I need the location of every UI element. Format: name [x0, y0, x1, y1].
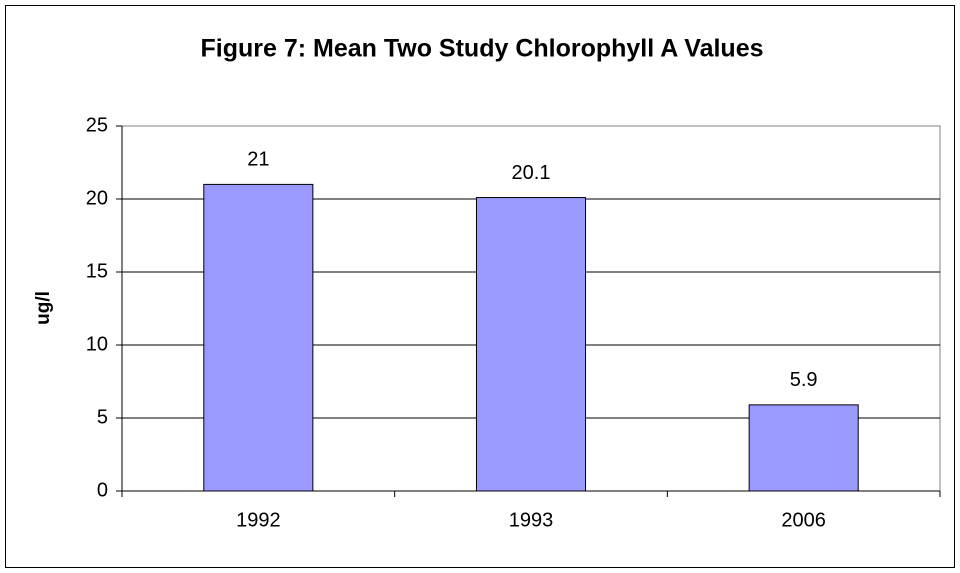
chart-title: Figure 7: Mean Two Study Chlorophyll A V…	[200, 35, 763, 63]
y-tick-label: 5	[97, 406, 108, 428]
data-label: 5.9	[790, 369, 818, 391]
y-axis-label: ug/l	[33, 291, 54, 325]
x-tick-label: 1993	[509, 509, 554, 531]
x-tick-label: 2006	[781, 509, 826, 531]
y-tick-label: 25	[86, 114, 108, 136]
bar	[748, 404, 859, 492]
bar	[203, 183, 314, 492]
data-label: 20.1	[512, 162, 551, 184]
data-label: 21	[247, 149, 269, 171]
x-tick-label: 1992	[236, 509, 281, 531]
y-tick-label: 10	[86, 333, 108, 355]
y-tick-label: 0	[97, 479, 108, 501]
y-tick-label: 20	[86, 187, 108, 209]
y-tick-label: 15	[86, 260, 108, 282]
bar	[475, 197, 587, 492]
